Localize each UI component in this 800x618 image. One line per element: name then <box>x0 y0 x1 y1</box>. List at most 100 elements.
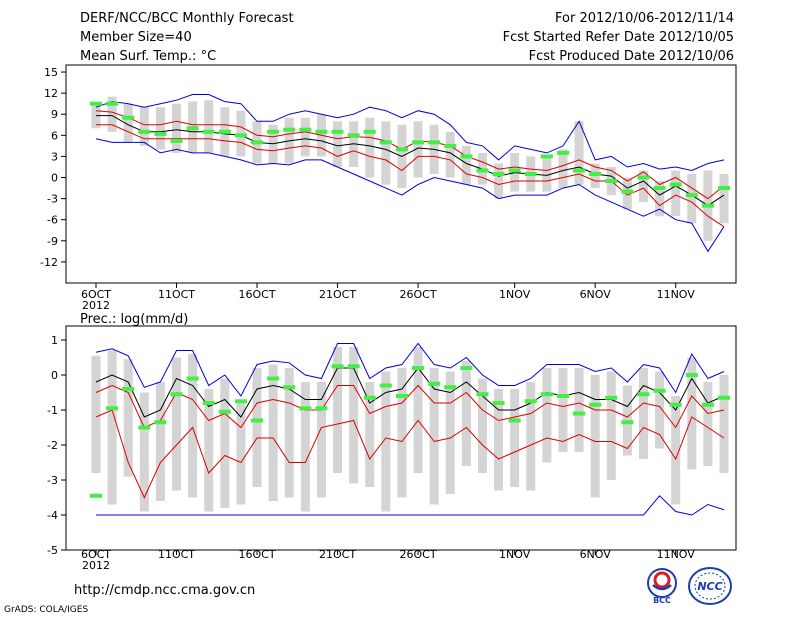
temp-median-marker <box>379 140 392 145</box>
temp-box <box>687 174 697 224</box>
prec-median-marker <box>669 402 682 407</box>
prec-median-marker <box>556 394 569 398</box>
temp-xtick-label: 21OCT <box>319 288 356 301</box>
prec-median-marker <box>428 381 441 386</box>
prec-box <box>397 368 407 498</box>
prec-box <box>204 389 214 512</box>
prec-median-marker <box>315 406 328 411</box>
temp-median-marker <box>637 175 650 180</box>
prec-box <box>349 347 359 484</box>
temp-upper-line <box>95 110 725 200</box>
prec-ytick-label: -5 <box>47 544 58 557</box>
temp-median-marker <box>556 150 569 155</box>
prec-box <box>365 382 375 487</box>
prec-median-marker <box>701 402 714 407</box>
temp-median-marker <box>170 138 183 143</box>
temp-box <box>123 103 133 143</box>
temp-median-marker <box>234 133 247 138</box>
temp-xtick-label: 11OCT <box>158 288 195 301</box>
temp-median-marker <box>492 172 505 176</box>
temp-median-marker <box>202 129 215 134</box>
prec-box <box>429 368 439 505</box>
prec-box <box>107 350 117 505</box>
temp-median-marker <box>428 140 441 145</box>
prec-xtick-label: 11NOV <box>657 548 696 561</box>
source-url[interactable]: http://cmdp.ncc.cma.gov.cn <box>74 583 256 598</box>
prec-box <box>606 371 616 480</box>
prec-median-marker <box>154 420 167 425</box>
prec-median-marker <box>653 388 666 393</box>
prec-box <box>381 371 391 512</box>
chart-title: DERF/NCC/BCC Monthly Forecast <box>80 11 294 26</box>
prec-median-marker <box>331 364 344 369</box>
temp-box <box>204 100 214 153</box>
temp-lower-line <box>96 124 725 228</box>
temp-box <box>413 121 423 178</box>
prec-median-marker <box>460 366 473 370</box>
prec-box <box>719 375 729 473</box>
prec-xtick-label: 21OCT <box>319 548 356 561</box>
prec-lower-line <box>95 409 725 499</box>
prec-subtitle: Prec.: log(mm/d) <box>80 312 188 327</box>
prec-box <box>284 368 294 498</box>
prec-box <box>413 347 423 473</box>
temp-box <box>365 117 375 178</box>
temp-box <box>574 121 584 185</box>
temp-mean-line <box>96 115 725 207</box>
prec-median-marker <box>379 383 392 388</box>
prec-box <box>671 396 681 505</box>
temp-ytick-label: -12 <box>40 256 58 269</box>
temp-median-marker <box>412 140 425 145</box>
temp-box <box>445 131 455 178</box>
prec-median-marker <box>718 395 730 400</box>
temp-median-marker <box>106 101 119 106</box>
prec-box <box>461 361 471 466</box>
prec-median-marker <box>508 418 521 423</box>
temp-box <box>558 149 568 189</box>
prec-median-marker <box>186 376 199 381</box>
prec-ytick-label: 1 <box>51 334 58 347</box>
temp-median-marker <box>267 129 280 134</box>
prec-box <box>188 354 198 498</box>
temp-ytick-label: -3 <box>47 193 58 206</box>
temp-median-marker <box>718 186 730 191</box>
prec-xtick-label: 26OCT <box>400 548 437 561</box>
temp-median-marker <box>685 193 698 198</box>
prec-median-marker <box>218 409 231 414</box>
temp-xtick-label: 6NOV <box>580 288 612 301</box>
temp-median-marker <box>395 147 408 152</box>
temp-median-marker <box>186 126 199 131</box>
prec-median-marker <box>202 401 215 405</box>
prec-median-marker <box>251 418 264 423</box>
prec-box <box>123 359 133 477</box>
prec-median-marker <box>412 366 425 370</box>
temp-ytick-label: 3 <box>51 150 58 163</box>
prec-median-marker <box>106 406 119 411</box>
temp-median-marker <box>605 179 618 184</box>
prec-box <box>236 399 246 505</box>
bcc-logo: BCC <box>640 566 684 606</box>
temp-year-label: 2012 <box>82 299 110 312</box>
temp-median-marker <box>218 129 231 134</box>
prec-box <box>703 382 713 466</box>
prec-ytick-label: -4 <box>47 509 58 522</box>
prec-median-marker <box>395 394 408 398</box>
prec-median-marker <box>234 399 247 404</box>
prec-box <box>172 357 182 491</box>
prec-xtick-label: 16OCT <box>238 548 275 561</box>
prec-box <box>655 371 665 449</box>
prec-box <box>542 368 552 463</box>
bcc-logo-text: BCC <box>653 596 671 605</box>
prec-box <box>574 368 584 452</box>
prec-year-label: 2012 <box>82 559 110 572</box>
prec-median-marker <box>621 420 634 425</box>
temp-xtick-label: 6OCT <box>81 288 111 301</box>
temp-ytick-label: 9 <box>51 108 58 121</box>
temp-median-marker <box>122 115 135 120</box>
forecast-started-date: Fcst Started Refer Date 2012/10/05 <box>502 30 734 45</box>
temp-xtick-label: 16OCT <box>238 288 275 301</box>
prec-box <box>687 357 697 470</box>
forecast-produced-date: Fcst Produced Date 2012/10/06 <box>528 49 734 64</box>
temp-box <box>494 163 504 199</box>
